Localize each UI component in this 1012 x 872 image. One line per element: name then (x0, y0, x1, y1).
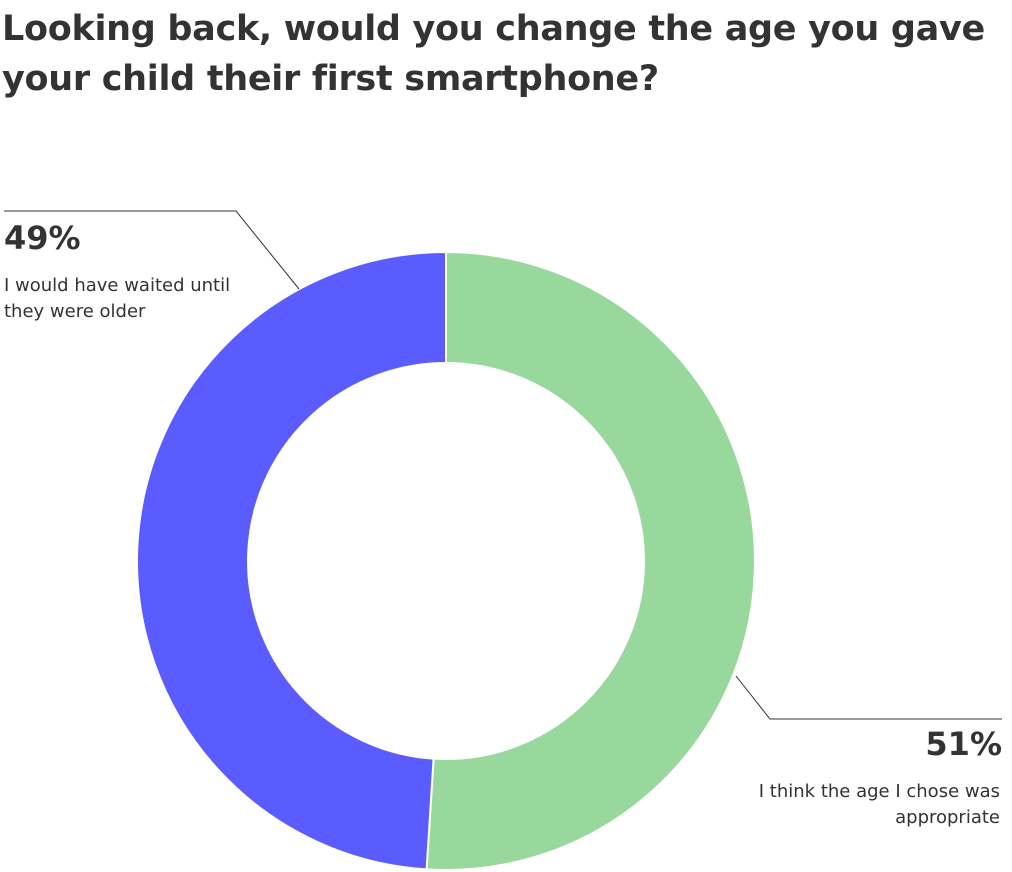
leader-line-waited (4, 210, 300, 290)
leader-line-appropriate (735, 675, 1002, 720)
data-label-waited-percent: 49% (4, 219, 81, 257)
data-label-appropriate-percent: 51% (925, 725, 1002, 763)
data-label-waited-text: I would have waited until they were olde… (4, 275, 231, 322)
chart-title: Looking back, would you change the age y… (2, 9, 985, 99)
donut-slice-0 (425, 250, 756, 871)
donut-slice-1 (136, 250, 447, 871)
data-label-appropriate-text: I think the age I chose was appropriate (758, 781, 1000, 828)
